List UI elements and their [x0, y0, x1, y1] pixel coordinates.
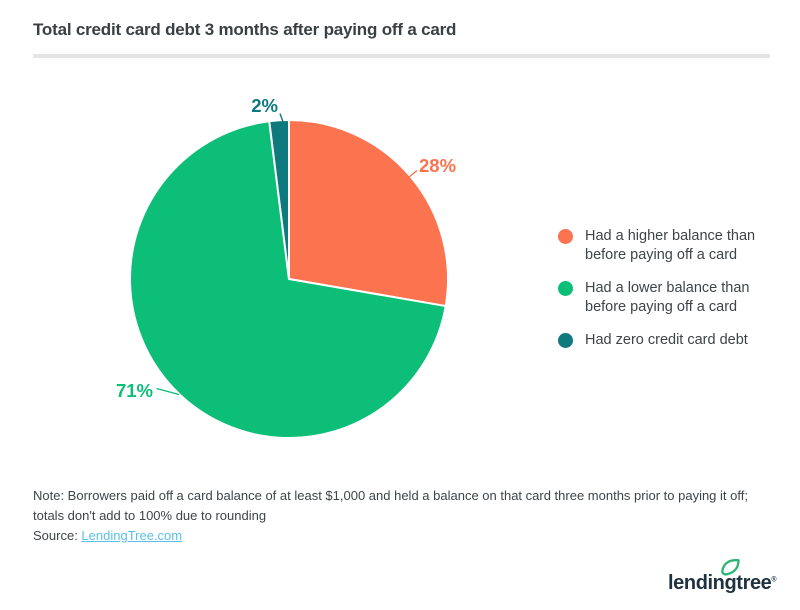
lendingtree-logo: lendingtree®	[668, 559, 783, 604]
pie-slice-zero	[268, 119, 290, 280]
chart-title: Total credit card debt 3 months after pa…	[33, 20, 457, 39]
pie-percent-label-zero: 2%	[251, 95, 278, 116]
label-leader-line-higher	[400, 169, 418, 185]
pie-percent-label-higher: 28%	[419, 155, 456, 176]
pie-slice-higher	[288, 119, 449, 308]
legend-dot-higher-icon	[558, 229, 573, 244]
pie-percent-label-lower: 71%	[116, 380, 153, 401]
pie-slice-lower	[129, 120, 447, 439]
registered-mark: ®	[771, 576, 777, 584]
pie-slices	[129, 119, 449, 439]
leaf-icon	[721, 559, 740, 576]
note-block: Note: Borrowers paid off a card balance …	[33, 486, 778, 546]
legend-dot-lower-icon	[558, 281, 573, 296]
label-leader-line-lower	[156, 387, 180, 396]
source-line: Source: LendingTree.com	[33, 526, 778, 546]
legend-item-higher: Had a higher balance than before paying …	[558, 227, 773, 265]
legend-item-lower: Had a lower balance than before paying o…	[558, 279, 773, 317]
legend-label-lower: Had a lower balance than before paying o…	[585, 280, 750, 315]
legend: Had a higher balance than before paying …	[558, 227, 773, 364]
legend-label-higher: Had a higher balance than before paying …	[585, 228, 756, 263]
note-text: Note: Borrowers paid off a card balance …	[33, 488, 748, 523]
legend-item-zero: Had zero credit card debt	[558, 331, 773, 350]
logo-text: lendingtree®	[668, 572, 777, 594]
source-label: Source:	[33, 528, 82, 543]
source-link[interactable]: LendingTree.com	[81, 528, 183, 543]
legend-label-zero: Had zero credit card debt	[585, 332, 748, 348]
pie-chart: 28% 71% 2%	[116, 95, 456, 439]
title-divider	[33, 54, 770, 58]
legend-dot-zero-icon	[558, 333, 573, 348]
label-leader-line-zero	[279, 113, 286, 127]
